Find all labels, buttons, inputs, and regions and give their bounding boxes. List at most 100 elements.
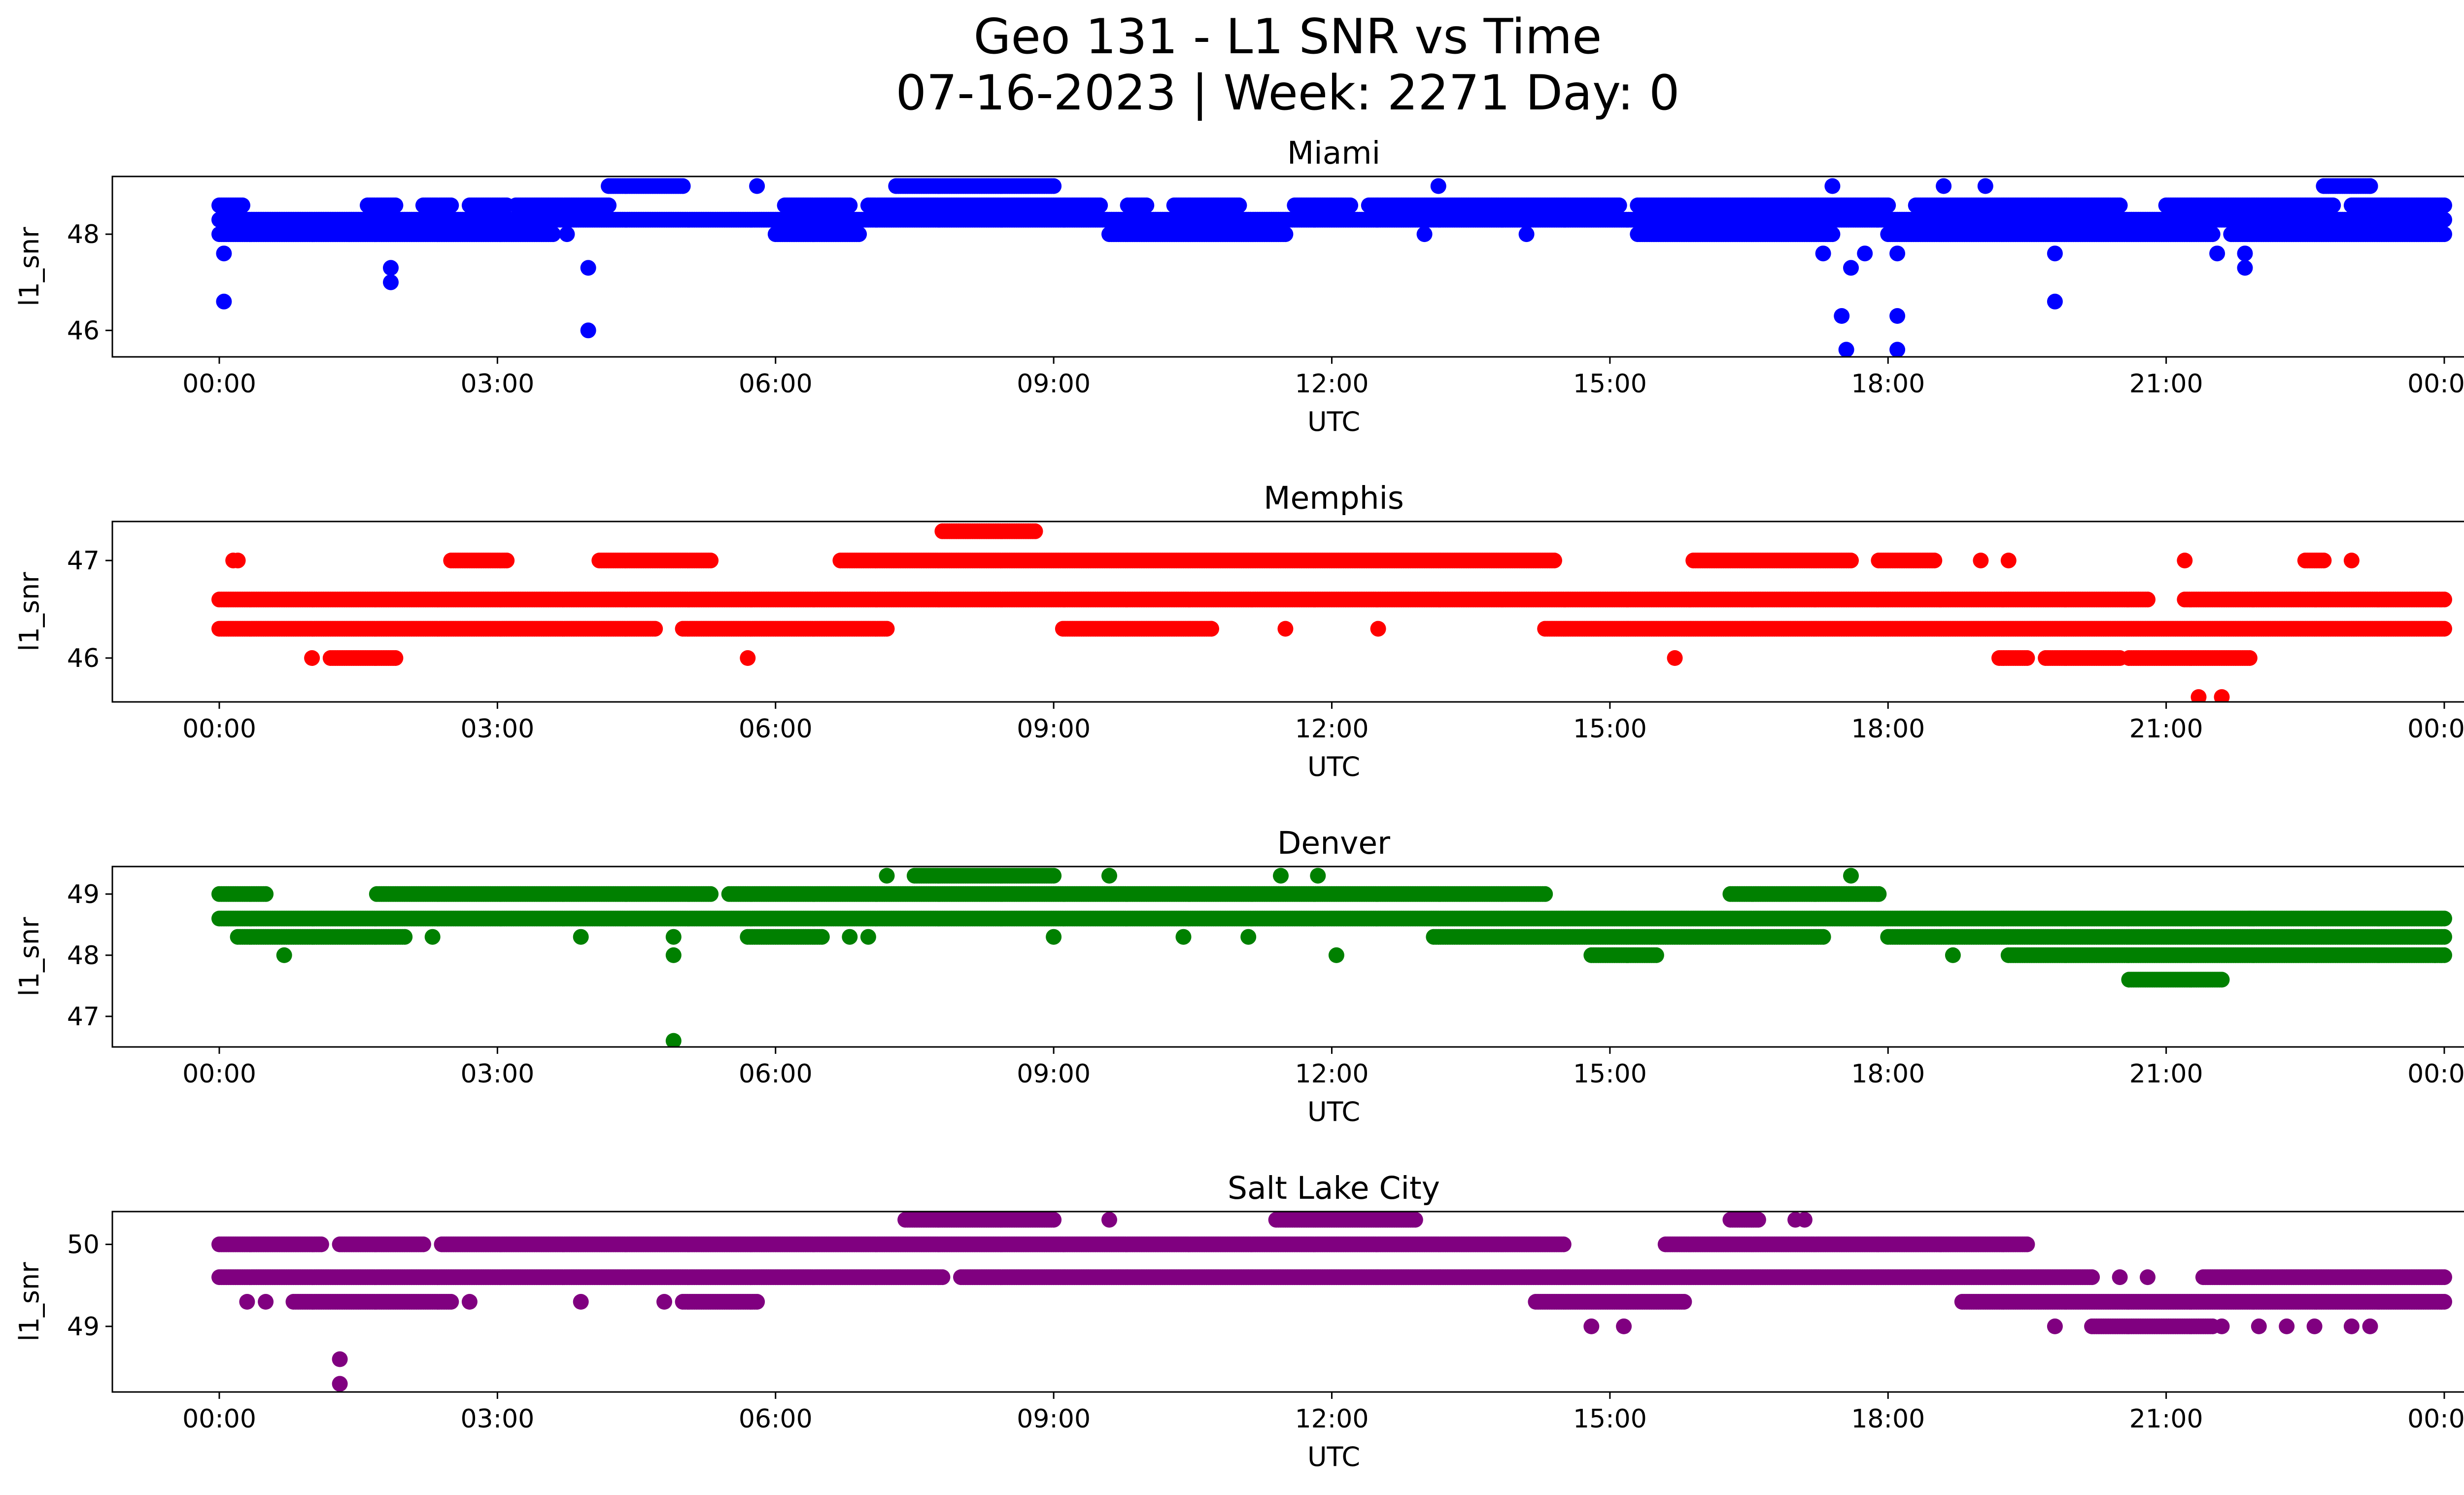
data-point xyxy=(580,260,596,276)
data-point xyxy=(559,226,575,243)
data-point xyxy=(1843,260,1859,276)
data-point xyxy=(499,553,515,569)
data-point xyxy=(216,293,232,310)
data-point xyxy=(1926,553,1943,569)
figure-title-line1: Geo 131 - L1 SNR vs Time xyxy=(974,9,1602,65)
x-tick-label: 03:00 xyxy=(460,369,534,399)
data-point xyxy=(2140,591,2156,608)
axes-frame xyxy=(111,521,2464,703)
data-point xyxy=(675,178,691,194)
data-point xyxy=(1977,178,1993,194)
figure-title-line2: 07-16-2023 | Week: 2271 Day: 0 xyxy=(896,65,1680,121)
y-tick-label: 46 xyxy=(67,644,100,673)
data-point xyxy=(1838,342,1854,357)
data-point xyxy=(2000,553,2017,569)
data-point xyxy=(1880,197,1896,213)
data-point xyxy=(2237,260,2253,276)
data-point xyxy=(2209,245,2225,262)
x-tick-label: 06:00 xyxy=(739,369,813,399)
data-point xyxy=(601,197,617,213)
data-point xyxy=(1518,226,1535,243)
x-tick-label: 00:00 xyxy=(182,369,256,399)
axes-frame xyxy=(111,175,2464,358)
x-tick-label: 18:00 xyxy=(1851,369,1925,399)
data-point xyxy=(879,621,895,637)
subplot-title: Miami xyxy=(1287,135,1380,171)
data-point xyxy=(2343,553,2360,569)
data-point xyxy=(2436,226,2452,243)
x-tick-label: 06:00 xyxy=(739,714,813,744)
data-point xyxy=(545,226,561,243)
data-point xyxy=(1889,342,1906,357)
data-point xyxy=(216,245,232,262)
data-point xyxy=(2190,689,2207,702)
data-point xyxy=(2325,197,2341,213)
y-axis-label: l1_snr xyxy=(14,572,45,652)
data-point xyxy=(1231,197,1247,213)
data-point xyxy=(1667,650,1683,666)
y-tick-label: 46 xyxy=(67,316,100,346)
x-tick-label: 00:00 xyxy=(182,714,256,744)
x-tick-label: 12:00 xyxy=(1295,714,1369,744)
data-point xyxy=(1027,523,1043,539)
x-tick-label: 15:00 xyxy=(1573,714,1647,744)
data-point xyxy=(703,553,719,569)
data-point xyxy=(2436,211,2452,228)
x-tick-label: 09:00 xyxy=(1017,369,1091,399)
data-point xyxy=(341,226,357,243)
x-tick-label: 03:00 xyxy=(460,714,534,744)
data-point xyxy=(1824,226,1841,243)
data-point xyxy=(2316,553,2332,569)
data-point xyxy=(387,650,404,666)
data-point xyxy=(230,553,246,569)
subplot-title: Denver xyxy=(1277,825,1390,861)
x-tick-label: 15:00 xyxy=(1573,369,1647,399)
data-point xyxy=(1046,178,1062,194)
data-point xyxy=(740,650,756,666)
data-point xyxy=(1277,226,1294,243)
data-point xyxy=(851,226,867,243)
data-point xyxy=(1857,245,1873,262)
data-point xyxy=(304,650,320,666)
data-point xyxy=(2047,293,2063,310)
data-point xyxy=(2204,226,2221,243)
data-point xyxy=(1203,621,1219,637)
data-point xyxy=(2112,197,2128,213)
scatter-series xyxy=(211,178,2452,357)
x-tick-label: 12:00 xyxy=(1295,369,1369,399)
data-point xyxy=(383,274,399,290)
data-point xyxy=(2214,689,2230,702)
data-point xyxy=(383,260,399,276)
x-axis-label: UTC xyxy=(1307,406,1360,437)
data-point xyxy=(387,197,404,213)
data-point xyxy=(1815,245,1831,262)
data-point xyxy=(2237,245,2253,262)
x-tick-label: 00:00 xyxy=(2407,369,2464,399)
scatter-series xyxy=(211,523,2452,702)
data-point xyxy=(1416,226,1433,243)
data-point xyxy=(1138,197,1155,213)
data-point xyxy=(1370,621,1386,637)
data-point xyxy=(842,197,858,213)
x-tick-label: 21:00 xyxy=(2129,714,2203,744)
data-point xyxy=(1889,308,1906,324)
data-point xyxy=(1936,178,1952,194)
data-point xyxy=(580,322,596,339)
x-tick-label: 21:00 xyxy=(2129,369,2203,399)
data-point xyxy=(443,197,459,213)
data-point xyxy=(2047,245,2063,262)
scatter-series xyxy=(211,868,2452,1047)
data-point xyxy=(1277,621,1294,637)
data-point xyxy=(2241,650,2258,666)
x-axis-label: UTC xyxy=(1307,751,1360,782)
y-axis-label: l1_snr xyxy=(14,227,45,307)
data-point xyxy=(1824,178,1841,194)
data-point xyxy=(1342,197,1359,213)
data-point xyxy=(1973,553,1989,569)
data-point xyxy=(1611,197,1627,213)
data-point xyxy=(2019,650,2035,666)
data-point xyxy=(1843,553,1859,569)
data-point xyxy=(2436,197,2452,213)
